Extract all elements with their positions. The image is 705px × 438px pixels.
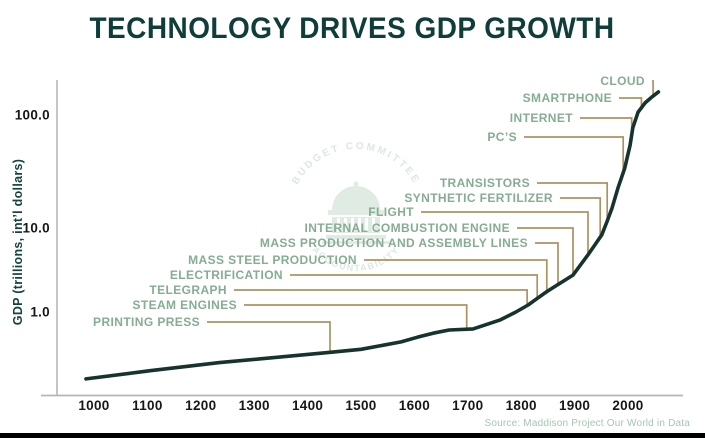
annotation-label: SYNTHETIC FERTILIZER xyxy=(404,191,553,205)
annotation-connector xyxy=(517,227,574,276)
gdp-curve xyxy=(84,90,661,381)
x-tick-label: 1200 xyxy=(185,398,216,413)
annotation-connector xyxy=(560,197,602,238)
chart-title: TECHNOLOGY DRIVES GDP GROWTH xyxy=(90,12,615,45)
y-tick-label: 100.0 xyxy=(15,108,50,123)
annotation-connector xyxy=(244,304,468,328)
annotation-connector xyxy=(652,80,654,96)
annotation-label: MASS STEEL PRODUCTION xyxy=(188,253,357,267)
annotation-connector xyxy=(537,182,609,222)
y-tick-label: 1.0 xyxy=(30,305,50,320)
annotation-connector xyxy=(421,211,589,254)
svg-text:BUDGET COMMITTEE: BUDGET COMMITTEE xyxy=(290,141,422,187)
annotation-connector xyxy=(524,136,625,175)
x-tick-label: 1800 xyxy=(506,398,537,413)
annotation-connector xyxy=(619,97,643,107)
x-axis-tick-labels: 1000 1100 1200 1300 1400 1500 1600 1700 1800 1900… xyxy=(78,398,643,413)
annotation-label: ELECTRIFICATION xyxy=(170,268,283,282)
annotation-connectors xyxy=(207,80,654,353)
gdp-line xyxy=(84,90,661,381)
annotation-label: CLOUD xyxy=(600,74,645,88)
x-tick-label: 2000 xyxy=(612,398,643,413)
x-tick-label: 1900 xyxy=(559,398,590,413)
annotation-label: INTERNAL COMBUSTION ENGINE xyxy=(304,221,510,235)
x-tick-label: 1000 xyxy=(78,398,109,413)
annotation-connector xyxy=(535,242,559,285)
y-axis-tick-labels: 100.0 10.0 1.0 xyxy=(15,108,50,320)
y-tick-label: 10.0 xyxy=(23,221,50,236)
annotation-label: FLIGHT xyxy=(368,205,414,219)
annotation-connector xyxy=(207,321,331,353)
x-tick-label: 1500 xyxy=(345,398,376,413)
annotation-connector xyxy=(364,259,548,291)
annotation-label: TELEGRAPH xyxy=(149,283,227,297)
x-tick-label: 1400 xyxy=(292,398,323,413)
x-tick-label: 1100 xyxy=(132,398,163,413)
annotation-label: PRINTING PRESS xyxy=(93,315,200,329)
annotation-label: PC’S xyxy=(487,130,517,144)
source-note: Source: Maddison Project Our World in Da… xyxy=(484,418,690,429)
annotation-label: STEAM ENGINES xyxy=(132,298,237,312)
axes: 100.0 10.0 1.0 1000 1100 1200 1300 1400 1500 160… xyxy=(11,80,683,413)
x-tick-label: 1600 xyxy=(399,398,430,413)
annotation-label: TRANSISTORS xyxy=(440,176,530,190)
x-tick-label: 1700 xyxy=(452,398,483,413)
annotation-label: SMARTPHONE xyxy=(523,91,612,105)
capitol-dome-icon xyxy=(322,181,390,244)
annotation-label: MASS PRODUCTION AND ASSEMBLY LINES xyxy=(260,236,528,250)
annotation-connector xyxy=(290,274,539,298)
annotation-connector xyxy=(580,117,633,132)
annotation-connector xyxy=(234,289,528,304)
bottom-edge-bar xyxy=(0,433,705,438)
y-axis-title: GDP (trillions, int’l dollars) xyxy=(11,159,25,325)
annotation-label: INTERNET xyxy=(510,111,573,125)
annotation-labels: PRINTING PRESS STEAM ENGINESTELEGRAPHELEC… xyxy=(93,74,645,329)
x-tick-label: 1300 xyxy=(239,398,270,413)
watermark-top-text: BUDGET COMMITTEE xyxy=(290,141,419,187)
